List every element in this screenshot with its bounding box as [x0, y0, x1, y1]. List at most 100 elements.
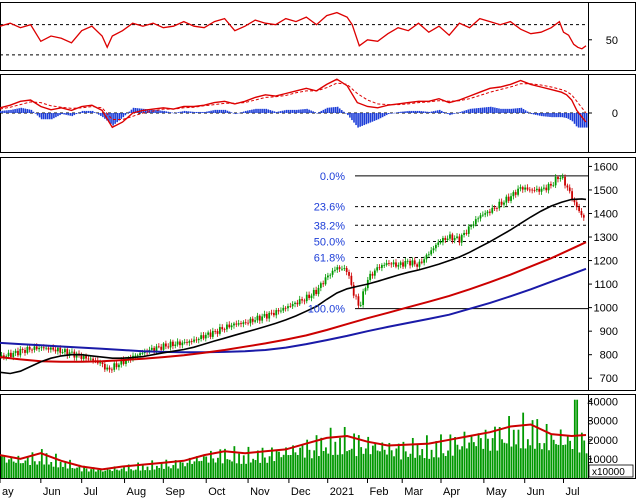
- macd-histogram-bar: [512, 108, 515, 113]
- price-candle-body: [113, 363, 116, 370]
- price-candle-body: [56, 347, 59, 352]
- volume-bar: [390, 450, 393, 478]
- price-candle-body: [287, 306, 289, 309]
- price-candle-body: [134, 355, 137, 357]
- macd-histogram-bar: [349, 113, 351, 118]
- macd-histogram-bar: [59, 113, 61, 116]
- macd-histogram-bar: [34, 113, 37, 114]
- price-candle-body: [228, 324, 231, 328]
- volume-bar: [327, 453, 330, 478]
- volume-bar: [306, 439, 309, 478]
- price-candle-body: [28, 346, 31, 350]
- macd-histogram-bar: [128, 111, 131, 113]
- macd-histogram-bar: [585, 113, 588, 128]
- volume-bar: [552, 439, 555, 478]
- price-candle-body: [524, 187, 527, 190]
- price-candle-body: [186, 342, 188, 343]
- price-candle-body: [230, 325, 233, 328]
- macd-histogram-bar: [283, 110, 286, 113]
- volume-bar: [435, 441, 438, 478]
- macd-histogram-bar: [4, 110, 6, 113]
- macd-histogram-bar: [522, 109, 525, 113]
- price-y-tick-label: 1100: [594, 279, 618, 291]
- macd-histogram-bar: [89, 110, 92, 113]
- macd-histogram-bar: [273, 111, 276, 113]
- x-tick-label: Jul: [84, 486, 98, 498]
- volume-bar: [350, 448, 353, 478]
- macd-histogram-bar: [373, 113, 376, 121]
- price-candle-body: [289, 306, 292, 307]
- macd-histogram-bar: [557, 113, 559, 118]
- price-candle-body: [463, 232, 465, 236]
- price-candle-body: [390, 263, 393, 265]
- macd-histogram-bar: [347, 113, 349, 116]
- volume-bar: [233, 446, 236, 478]
- macd-histogram-bar: [249, 110, 251, 113]
- price-candle-body: [17, 350, 19, 356]
- price-y-tick-label: 700: [600, 373, 618, 385]
- price-candle-body: [188, 341, 191, 343]
- macd-histogram-bar: [477, 108, 480, 113]
- volume-bar: [529, 445, 532, 478]
- volume-bar: [55, 453, 57, 478]
- macd-histogram-bar: [253, 109, 255, 113]
- macd-histogram-bar: [279, 111, 282, 113]
- macd-histogram-bar: [463, 110, 466, 113]
- volume-bar: [348, 450, 351, 478]
- price-candle-body: [301, 299, 303, 301]
- price-candle-body: [326, 275, 329, 278]
- volume-y-tick-label: 20000: [587, 435, 618, 447]
- price-candle-body: [338, 267, 341, 269]
- macd-histogram-bar: [567, 113, 570, 119]
- macd-histogram-bar: [14, 109, 16, 113]
- price-candle-body: [392, 262, 395, 265]
- volume-bar: [24, 460, 27, 478]
- volume-bar: [263, 457, 266, 478]
- price-candle-body: [371, 273, 374, 276]
- volume-bar: [287, 455, 290, 478]
- macd-histogram-bar: [171, 112, 174, 114]
- volume-bar: [132, 470, 135, 478]
- macd-histogram-bar: [93, 112, 96, 113]
- macd-histogram-bar: [467, 109, 470, 113]
- macd-histogram-bar: [561, 113, 564, 118]
- volume-bar: [414, 457, 417, 478]
- price-candle-body: [559, 178, 562, 180]
- volume-bar: [177, 468, 179, 478]
- volume-bar: [362, 453, 365, 478]
- macd-histogram-bar: [359, 113, 361, 127]
- volume-bar: [557, 444, 560, 478]
- price-candle-body: [167, 346, 170, 348]
- volume-bar: [127, 464, 130, 478]
- macd-histogram-bar: [300, 109, 302, 113]
- macd-histogram-bar: [475, 108, 478, 113]
- price-candle-body: [244, 322, 247, 324]
- macd-histogram-bar: [132, 107, 135, 113]
- volume-bar: [317, 456, 320, 478]
- volume-bar: [580, 432, 583, 478]
- volume-bar: [491, 438, 494, 478]
- volume-bar: [381, 442, 384, 478]
- volume-bar: [256, 450, 259, 478]
- price-candle-body: [409, 260, 411, 266]
- volume-bar: [456, 444, 459, 478]
- macd-histogram-bar: [377, 113, 380, 120]
- volume-bar: [207, 462, 210, 478]
- macd-histogram-bar: [424, 111, 427, 113]
- volume-bar: [202, 456, 205, 478]
- macd-histogram-bar: [541, 113, 543, 117]
- price-candle-body: [444, 237, 447, 240]
- macd-histogram-bar: [163, 110, 165, 113]
- volume-bar: [538, 443, 541, 478]
- volume-bar: [249, 462, 252, 478]
- volume-bar: [564, 444, 567, 478]
- macd-histogram-bar: [379, 113, 382, 119]
- price-candle-body: [21, 349, 24, 350]
- volume-bar: [226, 459, 229, 478]
- macd-histogram-bar: [371, 113, 374, 122]
- macd-histogram-bar: [65, 113, 67, 115]
- macd-histogram-bar: [381, 113, 384, 118]
- price-candle-body: [418, 261, 421, 267]
- volume-bar: [503, 442, 506, 478]
- price-candle-body: [336, 267, 339, 270]
